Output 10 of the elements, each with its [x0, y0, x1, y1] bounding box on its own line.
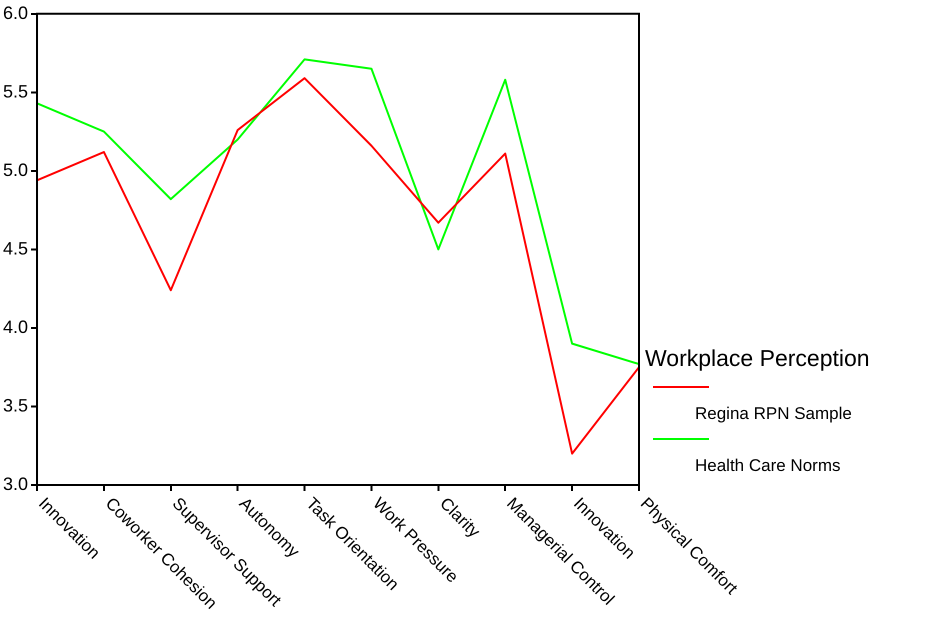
- legend-title: Workplace Perception: [645, 345, 870, 372]
- legend-label: Regina RPN Sample: [695, 404, 853, 424]
- y-tick-label: 5.0: [2, 160, 28, 180]
- y-tick-label: 3.5: [2, 395, 28, 416]
- y-tick-label: 4.5: [2, 238, 28, 258]
- y-tick-label: 6.0: [2, 2, 28, 23]
- y-tick-label: 5.5: [2, 81, 28, 102]
- y-tick-label: 4.0: [2, 316, 28, 337]
- y-tick-label: 3.0: [2, 474, 28, 494]
- legend-label: Health Care Norms: [695, 456, 842, 476]
